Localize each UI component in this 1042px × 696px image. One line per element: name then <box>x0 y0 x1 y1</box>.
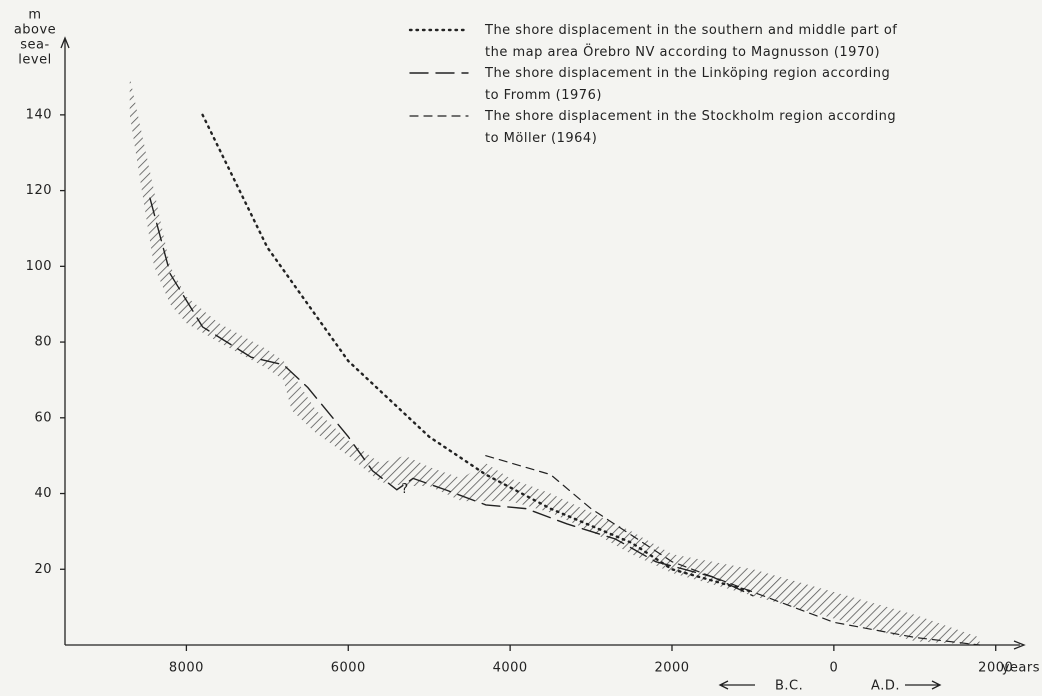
y-tick-label: 80 <box>34 335 52 350</box>
x-tick-label: 6000 <box>331 661 366 676</box>
legend-label: The shore displacement in the southern a… <box>484 23 897 60</box>
x-axis-label: years <box>1002 661 1040 676</box>
y-tick-label: 40 <box>34 486 52 501</box>
y-tick-label: 120 <box>26 183 52 198</box>
legend-label: The shore displacement in the Linköping … <box>484 66 890 103</box>
era-label: B.C. <box>775 679 803 694</box>
ad-arrow <box>905 680 942 690</box>
y-axis-label: m <box>28 8 41 23</box>
y-axis-label: above <box>14 23 56 38</box>
y-axis-label: sea- <box>20 38 49 53</box>
x-tick-label: 4000 <box>493 661 528 676</box>
y-tick-label: 20 <box>34 562 52 577</box>
y-tick-label: 60 <box>34 410 52 425</box>
x-tick-label: 0 <box>829 661 838 676</box>
era-label: A.D. <box>871 679 900 694</box>
bc-arrow <box>718 680 755 690</box>
x-tick-label: 2000 <box>654 661 689 676</box>
x-axis-arrow <box>1013 640 1026 650</box>
y-tick-label: 140 <box>26 107 52 122</box>
series-line <box>485 455 981 646</box>
legend-label: The shore displacement in the Stockholm … <box>484 109 896 146</box>
series-line <box>201 113 755 594</box>
x-tick-label: 8000 <box>169 661 204 676</box>
x-tick-label: 2000 <box>978 661 1013 676</box>
annotation: ? <box>401 482 408 497</box>
y-axis-label: level <box>18 53 51 68</box>
y-axis-arrow <box>60 36 70 49</box>
series-line <box>149 197 754 597</box>
y-tick-label: 100 <box>26 259 52 274</box>
band <box>129 77 980 645</box>
